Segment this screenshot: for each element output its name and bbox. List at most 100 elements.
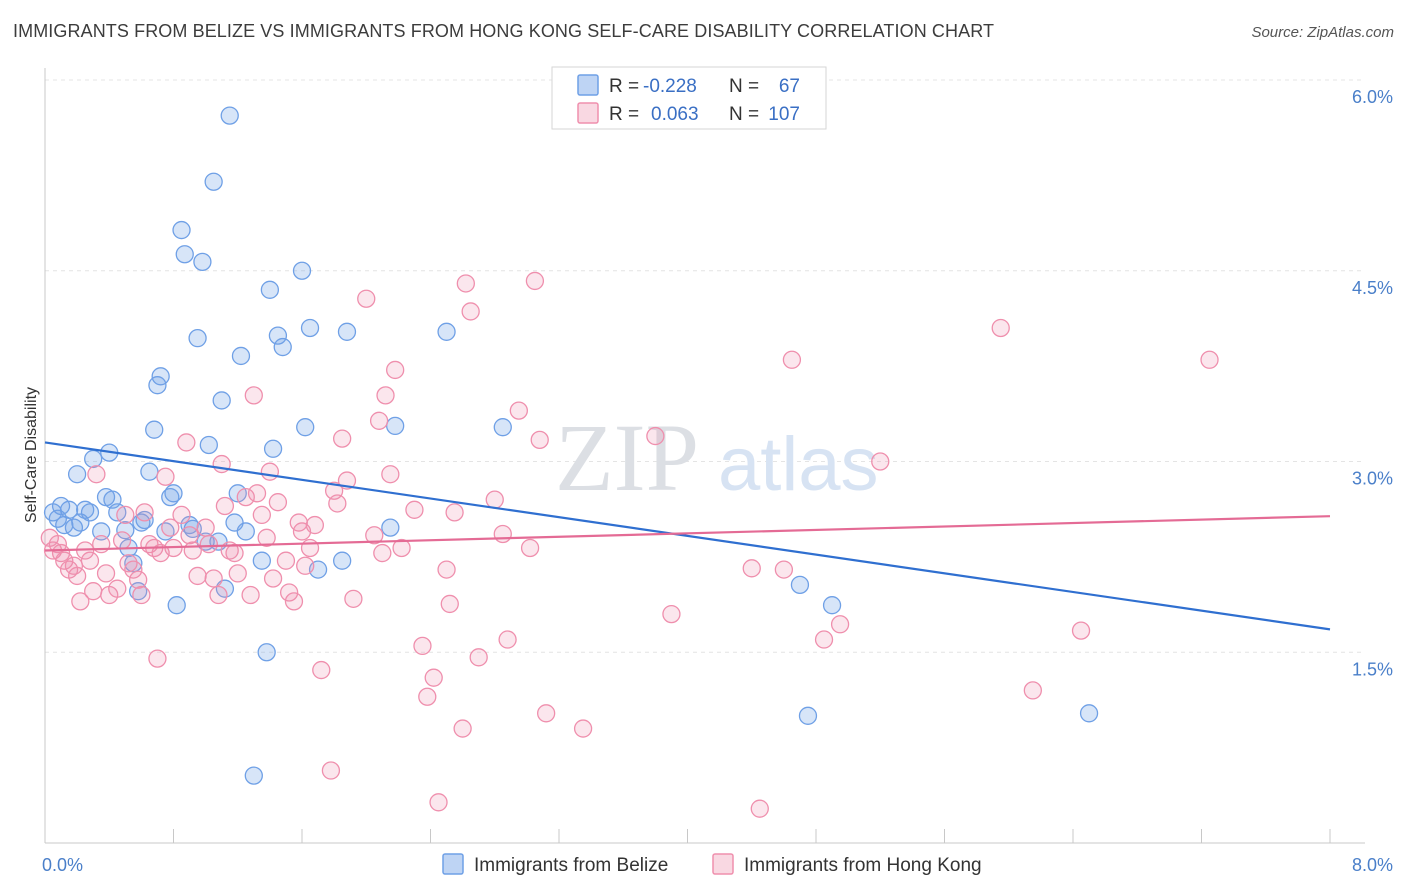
data-point [193,252,212,271]
y-tick-label: 6.0% [1352,87,1393,107]
data-point [742,559,761,578]
data-point [257,528,276,547]
legend-n-value-belize: 67 [779,76,800,97]
data-point [774,560,794,579]
data-point [172,505,191,525]
data-point [67,465,87,484]
data-point [76,500,95,519]
data-point [263,569,283,588]
trend-line-belize [44,441,1331,631]
data-point [273,337,292,357]
trend-line-hongkong [44,515,1331,552]
data-point [220,106,239,125]
data-point [445,503,464,522]
series-legend: Immigrants from Belize Immigrants from H… [442,853,982,876]
data-point [257,643,276,662]
gridlines [45,79,1365,653]
watermark-atlas: atlas [718,422,879,507]
data-point [485,490,504,509]
data-point [148,649,167,668]
data-point [135,510,154,530]
data-point [140,462,159,481]
legend-r-value-hongkong: 0.063 [651,104,699,125]
legend-r-value-belize: -0.228 [643,76,697,97]
data-point [71,592,90,611]
source-credit: Source: ZipAtlas.com [1251,24,1394,41]
data-point [124,554,143,573]
data-point [573,719,593,738]
data-point [161,518,180,537]
data-point [333,551,352,570]
y-tick-label: 4.5% [1352,278,1393,298]
data-points [40,106,1219,818]
data-point [59,500,79,519]
data-point [183,541,202,560]
series-legend-label-belize: Immigrants from Belize [474,855,668,876]
data-point [151,367,170,386]
data-point [357,289,376,308]
data-point [300,538,320,558]
legend-r-label: R = [609,104,639,125]
x-tick-label: 8.0% [1352,855,1393,875]
data-point [440,594,459,614]
data-point [418,687,437,706]
data-point [116,521,135,540]
legend-n-value-hongkong: 107 [768,104,800,125]
data-point [180,526,199,545]
data-point [871,452,890,471]
data-point [991,318,1010,338]
data-point [822,596,842,615]
data-point [132,585,151,605]
data-point [814,630,834,649]
data-point [750,799,769,818]
data-point [116,505,135,525]
data-point [175,245,194,264]
data-point [386,360,405,380]
data-point [67,566,87,586]
data-point [276,551,296,570]
data-point [244,766,263,785]
data-point [212,391,231,410]
data-point [386,416,405,436]
data-point [1071,621,1091,640]
data-point [333,429,352,448]
data-point [493,418,512,437]
data-point [204,172,223,191]
data-point [493,524,512,544]
x-tick-labels: 0.0% 8.0% [42,855,1393,875]
data-point [1200,350,1219,369]
data-point [87,465,106,484]
series-hongkong-points [40,271,1219,818]
data-point [405,500,424,519]
data-point [124,560,143,579]
data-point [231,346,251,366]
data-point [520,538,540,558]
data-point [236,487,255,507]
series-legend-label-hongkong: Immigrants from Hong Kong [744,855,982,876]
data-point [252,505,271,525]
data-point [537,704,556,723]
data-point [790,575,810,595]
data-point [84,449,103,469]
data-point [646,426,665,446]
data-point [381,465,400,484]
data-point [196,518,215,537]
data-point [164,484,183,503]
data-point [112,531,132,550]
data-point [228,564,247,583]
data-point [172,220,191,240]
data-point [365,526,384,545]
data-point [279,583,299,602]
data-point [469,648,488,667]
data-point [292,261,312,280]
data-point [782,350,802,369]
legend-r-label: R = [609,76,639,97]
data-point [145,420,164,439]
data-point [55,551,74,570]
data-point [337,322,357,341]
data-point [92,522,111,541]
data-point [268,326,288,345]
watermark-zip: ZIP [555,404,699,511]
data-point [284,592,304,611]
